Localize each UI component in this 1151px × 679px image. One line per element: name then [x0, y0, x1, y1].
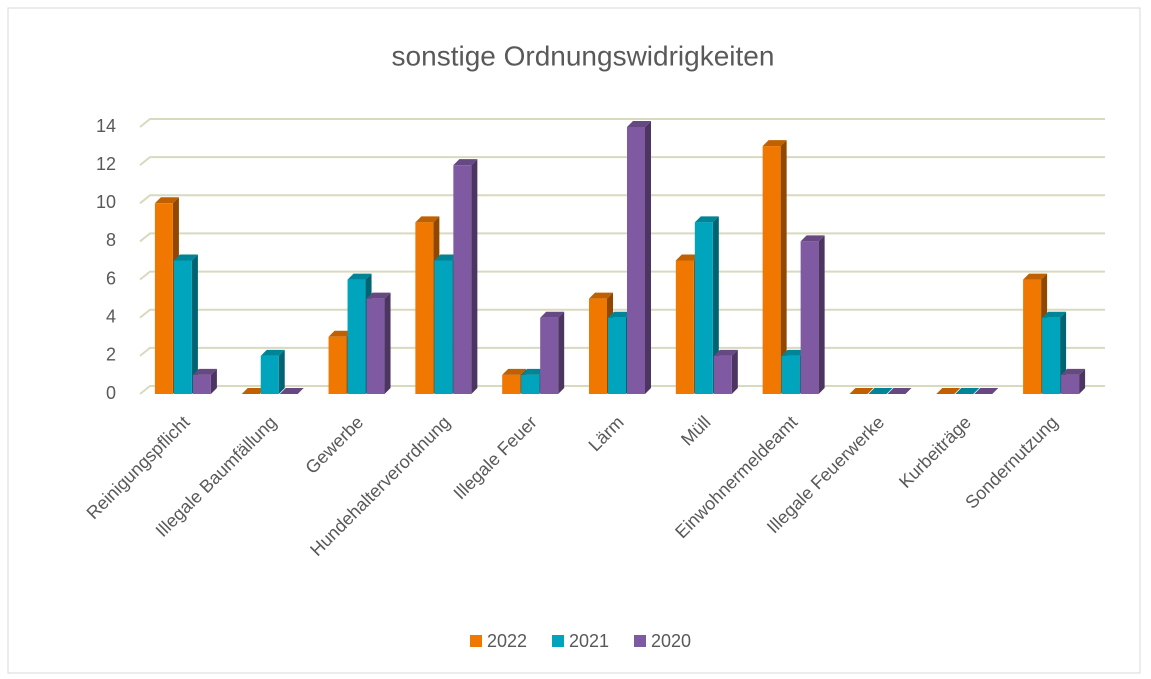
bar [366, 298, 385, 394]
bar-side [210, 368, 217, 394]
bar-side [278, 349, 285, 394]
bar [521, 374, 540, 394]
grid-line [139, 156, 1105, 166]
bar [800, 241, 819, 394]
y-tick-label: 10 [96, 192, 116, 212]
bar-top [434, 254, 459, 261]
bar [540, 317, 559, 394]
bar-side [645, 121, 651, 394]
grid-line [139, 308, 1105, 319]
bar-top [936, 388, 961, 394]
bar-top [154, 197, 179, 204]
bar-top [762, 140, 787, 147]
grid-line [139, 270, 1105, 281]
bar-side [818, 235, 825, 394]
bar [347, 279, 366, 394]
bar [192, 374, 211, 394]
bar-top [974, 388, 999, 394]
y-tick-label: 0 [106, 383, 116, 403]
bar-top [1061, 368, 1086, 375]
bar-side [780, 140, 787, 394]
bar [694, 222, 713, 394]
bar [260, 355, 279, 394]
bar-side [471, 159, 478, 394]
bar-side [558, 311, 565, 394]
bar-side [384, 292, 391, 394]
legend-swatch [634, 635, 646, 647]
bar-top [1042, 311, 1067, 318]
bar-top [453, 159, 478, 166]
bar-top [502, 368, 527, 375]
bar [502, 374, 521, 394]
grid-line [139, 118, 1105, 128]
y-tick-label: 6 [106, 268, 116, 288]
bar [434, 260, 453, 394]
bar-top [694, 216, 719, 223]
bar [1023, 279, 1042, 394]
bar [328, 336, 347, 394]
bar-top [713, 349, 738, 356]
bar-side [712, 216, 719, 394]
bar-top [675, 254, 700, 261]
y-tick-label: 2 [106, 345, 116, 365]
bar-top [608, 311, 632, 318]
bar-top [192, 368, 217, 375]
bar-top [540, 311, 565, 318]
bar [608, 317, 626, 394]
legend-swatch [552, 635, 564, 647]
bar-top [521, 368, 546, 375]
y-tick-label: 12 [96, 154, 116, 174]
bar [415, 222, 434, 394]
y-tick-label: 4 [106, 306, 116, 326]
bar-top [1023, 273, 1048, 280]
y-tick-label: 8 [106, 230, 116, 250]
grid-line [139, 346, 1105, 357]
bar-top [347, 273, 372, 280]
grid-line [139, 194, 1105, 205]
legend-label: 2020 [651, 631, 691, 651]
bar-top [868, 388, 893, 394]
bar [627, 127, 645, 394]
chart-title: sonstige Ordnungswidrigkeiten [392, 40, 775, 71]
bar-side [731, 349, 738, 394]
bar-side [1079, 368, 1086, 394]
bar [173, 260, 192, 394]
bar [154, 203, 173, 394]
bar [781, 355, 800, 394]
bar-top [415, 216, 440, 223]
legend-label: 2021 [569, 631, 609, 651]
bar-top [589, 292, 613, 299]
y-tick-label: 14 [96, 116, 116, 136]
bar [675, 260, 694, 394]
grid-line [139, 232, 1105, 243]
bar-top [627, 121, 651, 127]
legend-label: 2022 [487, 631, 527, 651]
bar-top [781, 349, 806, 356]
bar-top [849, 388, 874, 394]
legend: 2022 2021 2020 [470, 631, 691, 651]
bar-top [955, 388, 980, 394]
bar [453, 165, 472, 394]
bar-top [887, 388, 912, 394]
bar-top [260, 349, 285, 356]
bar [762, 146, 781, 394]
bar-top [173, 254, 198, 261]
bar [589, 298, 607, 394]
bar-top [241, 388, 266, 394]
bar [713, 355, 732, 394]
bar [1061, 374, 1080, 394]
bar-side [191, 254, 198, 394]
bar-top [279, 388, 304, 394]
bar-top [800, 235, 825, 242]
legend-swatch [470, 635, 482, 647]
bar [1042, 317, 1061, 394]
bar-top [328, 330, 353, 337]
bar-top [366, 292, 391, 299]
